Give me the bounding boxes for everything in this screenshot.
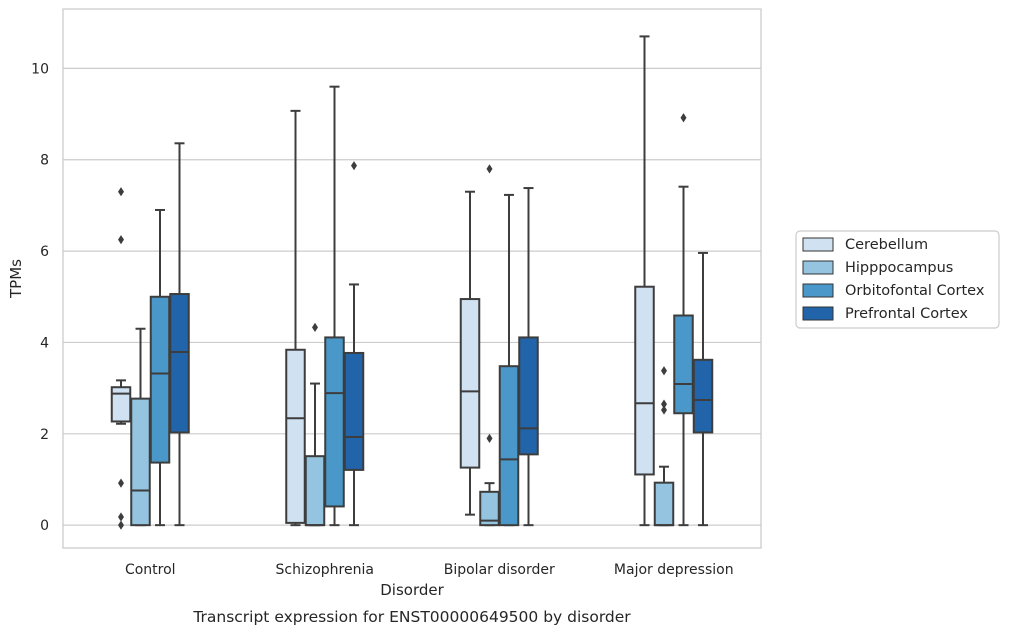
outlier-point (661, 405, 667, 415)
box (498, 365, 520, 527)
box (304, 455, 326, 527)
y-tick-label: 10 (31, 61, 49, 77)
x-tick-label: Control (125, 562, 176, 578)
y-tick-label: 2 (40, 427, 49, 443)
y-tick-label: 6 (40, 244, 49, 260)
legend-label: Hipppocampus (845, 260, 953, 276)
box (169, 293, 190, 434)
series-prefrontal-cortex (169, 142, 714, 527)
series-orbitofontal-cortex (149, 85, 694, 527)
outlier-point (118, 520, 124, 530)
box (130, 397, 151, 527)
box (324, 336, 345, 508)
legend-frame (795, 230, 1000, 329)
box (673, 314, 694, 415)
legend-label: Orbitofontal Cortex (845, 283, 985, 299)
outlier-point (118, 187, 124, 197)
x-tick-label: Schizophrenia (276, 562, 374, 578)
box (149, 295, 171, 464)
outlier-point (680, 113, 687, 123)
series-hipppocampus (130, 164, 675, 527)
series-cerebellum (110, 35, 655, 530)
outlier-point (486, 433, 493, 443)
legend-swatch (802, 306, 834, 321)
outlier-point (118, 478, 124, 488)
legend-swatch (802, 260, 834, 275)
x-axis-title: Disorder (380, 581, 444, 599)
plot-area-frame (62, 8, 762, 549)
box-series-layer (110, 35, 714, 530)
legend: Cerebellum Hipppocampus Orbitofontal Corte… (795, 230, 1000, 329)
y-tick-label: 8 (40, 153, 49, 169)
x-tick-label: Bipolar disorder (444, 562, 555, 578)
legend-swatch (802, 237, 834, 252)
outlier-point (312, 322, 318, 332)
box (692, 358, 714, 434)
x-axis-ticks: Control Schizophrenia Bipolar disorder Majo… (125, 562, 734, 578)
y-axis-title: TPMs (7, 259, 25, 299)
box (653, 481, 675, 527)
legend-label: Prefrontal Cortex (845, 306, 968, 322)
y-axis-ticks: 0 2 4 6 8 10 (31, 61, 49, 534)
box (285, 348, 306, 524)
outlier-point (661, 399, 667, 409)
box (343, 351, 365, 471)
y-tick-label: 0 (40, 518, 49, 534)
outlier-point (661, 366, 667, 376)
outlier-point (118, 235, 124, 245)
outlier-point (486, 164, 493, 174)
box (518, 336, 539, 456)
y-tick-label: 4 (40, 335, 49, 351)
outlier-point (351, 161, 357, 171)
x-tick-label: Major depression (614, 562, 734, 578)
box (634, 285, 655, 476)
box (459, 298, 481, 469)
legend-swatch (802, 283, 834, 298)
box (110, 386, 132, 423)
legend-label: Cerebellum (845, 237, 928, 253)
outlier-point (118, 512, 124, 522)
chart-caption: Transcript expression for ENST0000064950… (192, 608, 631, 626)
